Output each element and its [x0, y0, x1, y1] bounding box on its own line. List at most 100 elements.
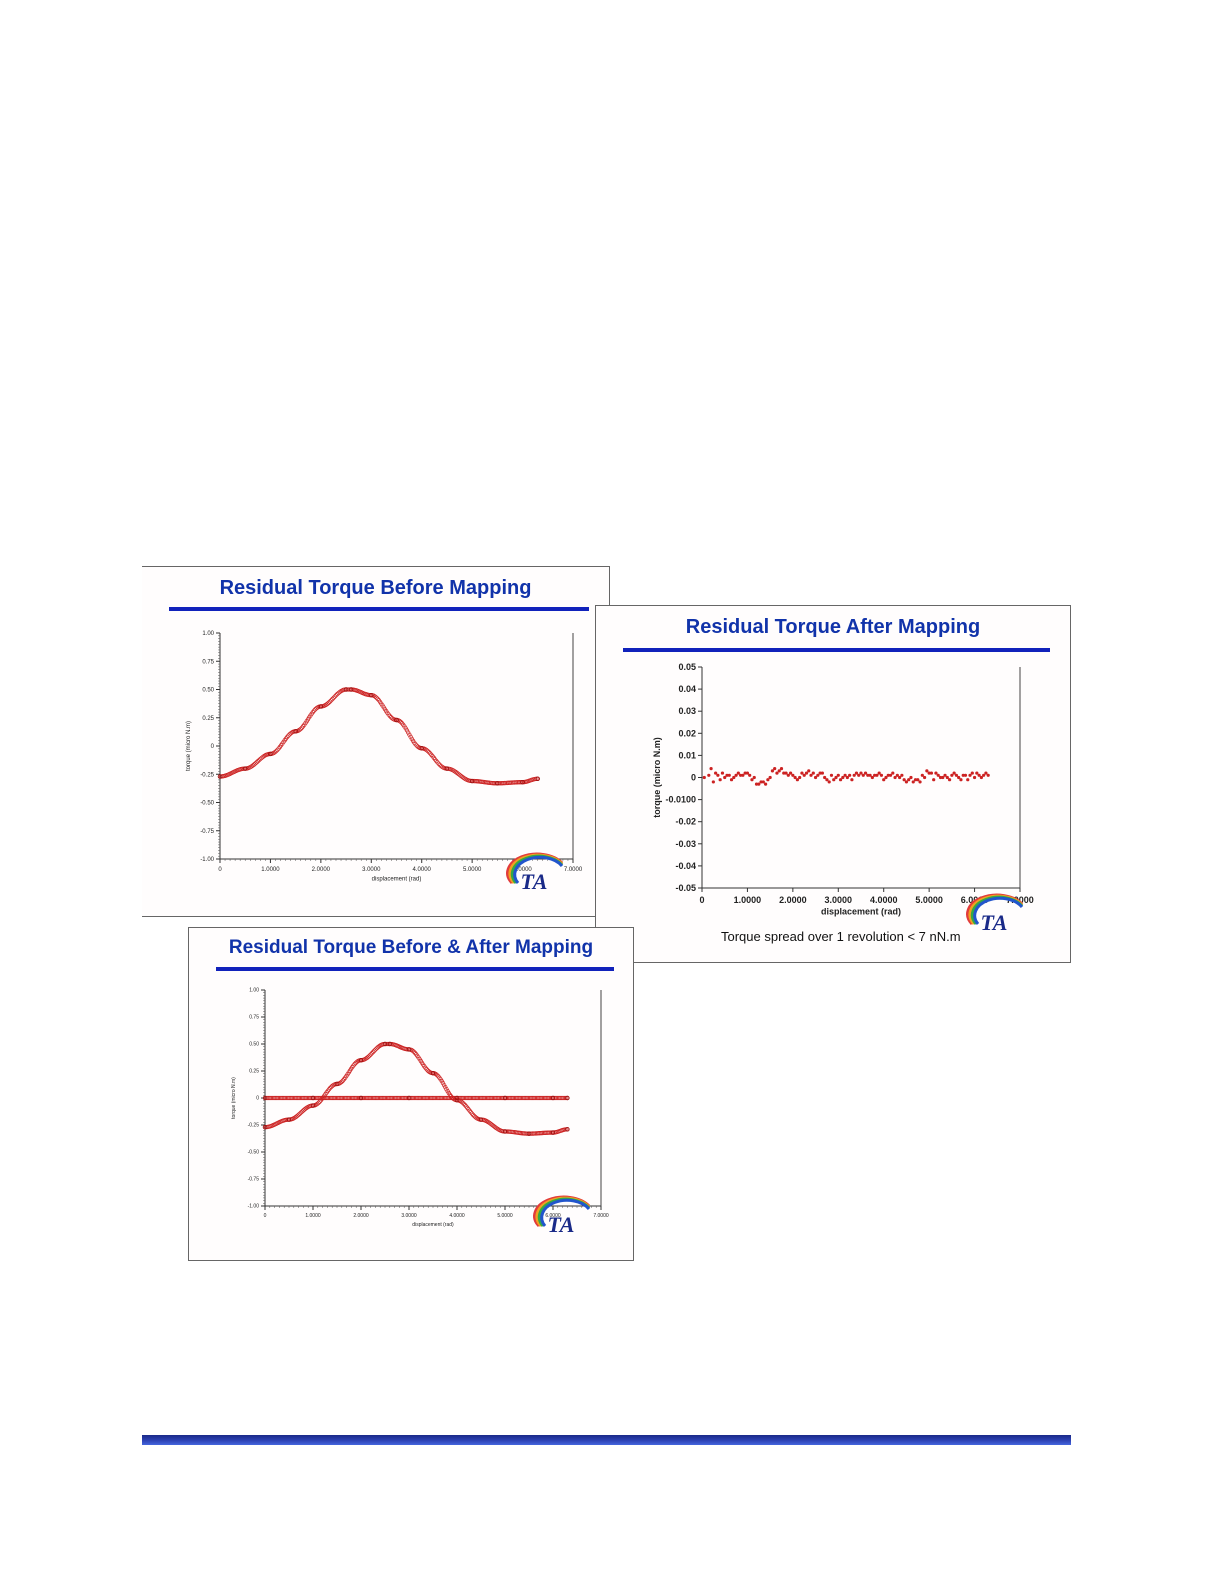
ta-logo-icon: TA — [533, 1195, 591, 1237]
data-point — [471, 1112, 476, 1118]
data-point — [854, 771, 859, 775]
data-point — [354, 1059, 360, 1065]
data-point — [925, 769, 929, 773]
y-axis-label: torque (micro N.m) — [652, 737, 662, 818]
data-point — [764, 782, 768, 786]
logo-arc — [540, 1198, 591, 1227]
data-point — [371, 1049, 376, 1055]
data-point — [809, 773, 813, 777]
data-point — [243, 766, 248, 771]
data-point — [916, 778, 920, 782]
data-point — [882, 778, 886, 782]
data-point — [256, 757, 262, 763]
data-point — [436, 761, 441, 766]
data-point — [333, 693, 339, 698]
data-point — [716, 773, 720, 777]
data-point — [775, 771, 779, 775]
data-point — [820, 771, 824, 775]
data-point — [550, 1095, 556, 1101]
data-point — [802, 773, 806, 777]
data-point — [293, 729, 298, 734]
data-point — [986, 773, 990, 777]
x-tick-label: 1.0000 — [261, 867, 280, 873]
x-tick-label: 5.0000 — [915, 895, 943, 905]
data-point — [929, 771, 934, 775]
data-point — [813, 775, 818, 780]
data-point — [358, 1095, 364, 1101]
data-point — [369, 692, 374, 698]
data-point — [861, 773, 865, 777]
x-axis-label: displacement (rad) — [412, 1222, 454, 1228]
data-point — [382, 1041, 388, 1047]
data-point — [834, 775, 838, 780]
data-point — [770, 769, 775, 773]
data-point — [332, 694, 338, 699]
data-point — [369, 1051, 375, 1056]
x-axis-label: displacement (rad) — [821, 906, 901, 916]
y-tick-label: 0.25 — [249, 1069, 259, 1075]
data-point — [748, 773, 752, 777]
ta-logo-icon: TA — [506, 852, 564, 894]
y-tick-label: 0 — [211, 744, 215, 750]
data-point — [373, 694, 378, 699]
data-point — [286, 733, 291, 738]
data-point — [404, 728, 410, 733]
logo-text: TA — [981, 910, 1008, 935]
data-point — [315, 1101, 320, 1107]
y-tick-label: -0.02 — [675, 817, 696, 827]
y-axis-label: torque (micro N.m) — [186, 721, 192, 771]
y-tick-label: 0.03 — [678, 706, 696, 716]
x-tick-label: 0 — [218, 867, 222, 873]
data-point — [367, 1053, 372, 1058]
data-point — [818, 771, 822, 775]
y-tick-label: -0.25 — [200, 772, 214, 778]
data-point — [800, 771, 804, 775]
data-point — [841, 775, 845, 780]
data-point — [891, 771, 895, 775]
logo-arc — [973, 896, 1024, 925]
x-tick-label: 6.0000 — [545, 1213, 561, 1219]
data-point — [843, 773, 847, 777]
x-tick-label: 0 — [264, 1213, 267, 1219]
data-point — [777, 769, 781, 773]
data-point — [255, 759, 261, 764]
data-point — [870, 775, 874, 780]
data-point — [253, 761, 258, 766]
data-point — [754, 782, 759, 786]
x-tick-label: 0 — [699, 895, 704, 905]
data-point — [565, 1095, 570, 1101]
data-point — [732, 775, 736, 780]
data-point — [334, 1081, 340, 1087]
data-point — [898, 775, 902, 780]
data-point — [877, 771, 881, 775]
data-point — [836, 773, 840, 777]
data-point — [318, 704, 324, 709]
data-point — [407, 732, 412, 737]
data-point — [895, 773, 899, 777]
y-tick-label: -1.00 — [200, 857, 214, 863]
data-point — [788, 771, 793, 775]
data-point — [941, 775, 945, 780]
footer-bar — [142, 1435, 1071, 1445]
data-point — [343, 687, 349, 692]
data-point — [795, 778, 799, 782]
data-point — [838, 778, 843, 782]
data-point — [297, 727, 302, 733]
data-point — [798, 775, 802, 780]
slide-before-after-mapping: Residual Torque Before & After Mapping 1… — [188, 927, 634, 1261]
data-point — [868, 773, 872, 777]
y-tick-label: -0.03 — [675, 839, 696, 849]
data-point — [702, 775, 706, 780]
data-point — [296, 1112, 301, 1117]
data-point — [791, 773, 795, 777]
data-point — [761, 780, 765, 784]
data-point — [752, 775, 756, 780]
data-point — [262, 1095, 268, 1101]
data-point — [460, 1100, 465, 1105]
data-point — [424, 1067, 429, 1072]
data-point — [723, 775, 727, 780]
data-point — [938, 775, 943, 780]
data-point — [807, 769, 811, 773]
logo-text: TA — [548, 1212, 575, 1237]
data-point — [961, 773, 965, 777]
